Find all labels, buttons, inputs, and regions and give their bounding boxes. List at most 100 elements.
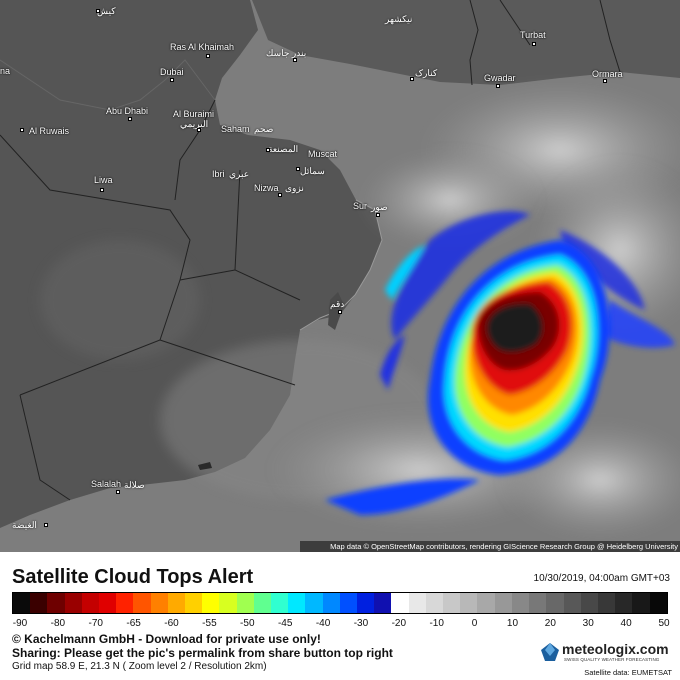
place-bandar-jask-ar: بندر جاسك xyxy=(266,48,307,58)
map-attribution: Map data © OpenStreetMap contributors, r… xyxy=(300,541,680,552)
scale-swatch xyxy=(597,593,616,613)
sharing-line: Sharing: Please get the pic's permalink … xyxy=(12,646,393,660)
scale-swatch xyxy=(580,593,598,613)
place-turbat: Turbat xyxy=(520,30,546,40)
iran-land xyxy=(252,0,680,85)
place-dubai: Dubai xyxy=(160,67,184,77)
scale-tick-label: -60 xyxy=(164,618,179,629)
scale-swatch xyxy=(615,593,633,613)
scale-tick-label: -50 xyxy=(240,618,255,629)
scale-swatch xyxy=(167,593,186,613)
scale-tick-label: -80 xyxy=(50,618,66,629)
place-al-musanaah-ar: المصنعة xyxy=(268,144,299,154)
scale-tick-label: -65 xyxy=(126,618,141,629)
scale-tick-label: -70 xyxy=(88,618,103,629)
scale-tick-label: -90 xyxy=(12,618,28,629)
scale-swatch xyxy=(202,593,220,613)
scale-tick-label: 0 xyxy=(471,618,478,629)
scale-swatch xyxy=(460,593,478,613)
place-duqm-ar: دقم xyxy=(330,299,345,309)
city-dot xyxy=(116,490,120,494)
place-ibri-ar: عبري xyxy=(229,169,250,179)
copyright-line: © Kachelmann GmbH - Download for private… xyxy=(12,632,321,646)
city-dot xyxy=(100,188,104,192)
place-kish-ar: کیش xyxy=(97,6,116,16)
brand-tagline: SWISS QUALITY WEATHER FORECASTING xyxy=(564,657,660,662)
timestamp: 10/30/2019, 04:00am GMT+03 xyxy=(533,573,670,584)
scale-swatch xyxy=(288,593,306,613)
city-dot xyxy=(278,193,282,197)
scale-swatch xyxy=(81,593,100,613)
city-dot xyxy=(197,128,201,132)
scale-swatch xyxy=(632,593,650,613)
scale-swatch xyxy=(563,593,581,613)
masirah-island xyxy=(328,292,344,330)
city-dot xyxy=(496,84,500,88)
map-title: Satellite Cloud Tops Alert xyxy=(12,566,254,588)
place-muscat: Muscat xyxy=(308,149,338,159)
place-sur: Sur xyxy=(353,201,368,211)
place-liwa: Liwa xyxy=(94,175,113,185)
city-dot xyxy=(96,9,100,13)
scale-swatch xyxy=(477,593,495,613)
place-al-ruwais: Al Ruwais xyxy=(29,126,70,136)
scale-swatch xyxy=(425,593,444,613)
city-dot xyxy=(532,42,536,46)
legend-footer: Satellite Cloud Tops Alert 10/30/2019, 0… xyxy=(0,552,680,680)
cyclone-bands xyxy=(325,211,675,515)
place-salalah: Salalah xyxy=(91,479,122,489)
place-ras-al-khaimah: Ras Al Khaimah xyxy=(170,42,235,52)
city-dot xyxy=(170,78,174,82)
meteologix-logo-icon xyxy=(541,643,559,661)
place-sur-ar: صور xyxy=(371,202,388,212)
scale-swatch xyxy=(133,593,151,613)
city-dot xyxy=(338,310,342,314)
city-dot xyxy=(376,213,380,217)
scale-swatch xyxy=(511,593,530,613)
scale-swatch xyxy=(443,593,461,613)
scale-swatch xyxy=(236,593,254,613)
city-dot xyxy=(128,117,132,121)
scale-swatch xyxy=(64,593,82,613)
scale-ticks: -90 -80 -70 -65 -60 -55 -50 -45 -40 -30 -20 -10 0 10 2… xyxy=(0,618,680,630)
place-nizwa: Nizwa xyxy=(254,183,279,193)
scale-tick-label: -10 xyxy=(429,618,444,629)
scale-swatch xyxy=(47,593,65,613)
place-saham: Saham xyxy=(221,124,250,134)
scale-tick-label: 10 xyxy=(506,618,519,629)
scale-swatch xyxy=(305,593,323,613)
scale-swatch xyxy=(13,593,31,613)
scale-tick-label: -30 xyxy=(353,618,369,629)
scale-swatch xyxy=(116,593,134,613)
place-al-buraimi: Al Buraimi xyxy=(173,109,215,119)
scale-swatch xyxy=(357,593,375,613)
city-dot xyxy=(206,54,210,58)
scale-tick-label: 20 xyxy=(544,618,556,629)
scale-tick-label: 50 xyxy=(658,618,670,629)
scale-swatch xyxy=(391,593,409,613)
iran-borders xyxy=(469,0,621,86)
place-edge-na: na xyxy=(0,66,11,76)
place-konarak-ar: کنارک xyxy=(415,68,438,78)
place-nizwa-ar: نزوى xyxy=(285,183,304,193)
satellite-credit: Satellite data: EUMETSAT xyxy=(584,668,672,677)
city-dot xyxy=(266,148,270,152)
color-scale xyxy=(12,592,668,614)
scale-tick-label: -40 xyxy=(315,618,331,629)
scale-swatch xyxy=(339,593,358,613)
borders xyxy=(0,99,301,501)
grid-info-line: Grid map 58.9 E, 21.3 N ( Zoom level 2 /… xyxy=(12,661,267,672)
city-dot xyxy=(603,79,607,83)
place-gwadar: Gwadar xyxy=(484,73,516,83)
scale-swatch xyxy=(649,593,667,613)
scale-swatch xyxy=(322,593,340,613)
scale-tick-label: -55 xyxy=(202,618,217,629)
scale-swatch xyxy=(529,593,547,613)
scale-tick-label: 30 xyxy=(582,618,594,629)
place-samail-ar: سمائل xyxy=(300,166,325,176)
cyclone-core xyxy=(428,240,610,475)
place-al-buraimi-ar: البريمي xyxy=(180,119,209,129)
scale-swatch xyxy=(253,593,272,613)
brand-block[interactable]: meteologix.com SWISS QUALITY WEATHER FOR… xyxy=(540,638,680,674)
scale-swatch xyxy=(494,593,512,613)
